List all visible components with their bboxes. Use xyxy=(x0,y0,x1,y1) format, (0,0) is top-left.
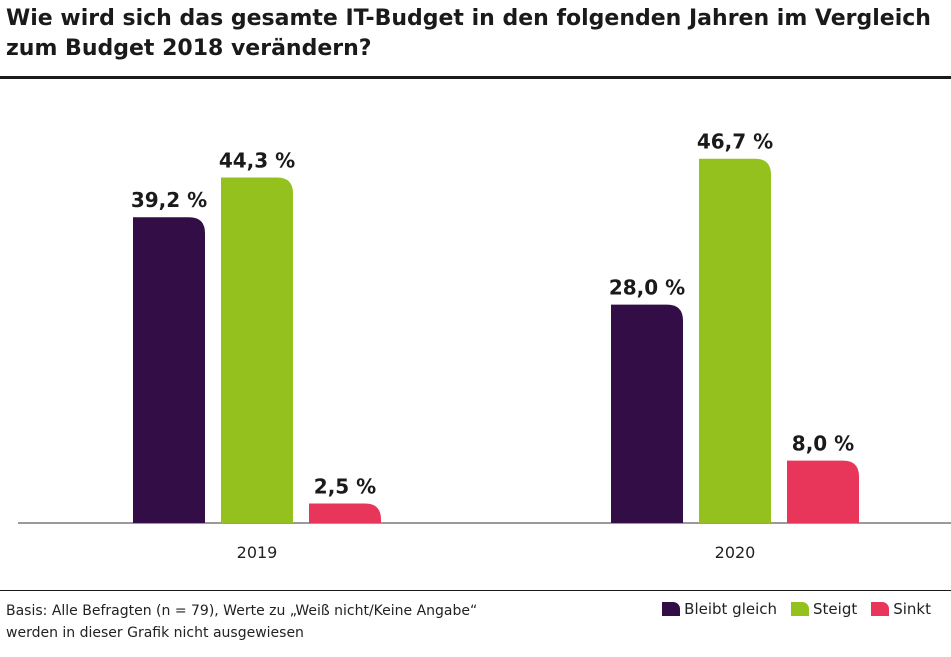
legend-item: Bleibt gleich xyxy=(662,600,777,618)
bar-steigt-2020 xyxy=(699,158,771,523)
bar-sinkt-2020 xyxy=(787,460,859,523)
legend-swatch xyxy=(662,602,681,616)
data-label: 44,3 % xyxy=(219,148,295,172)
title-divider xyxy=(0,76,951,79)
data-label: 39,2 % xyxy=(131,188,207,212)
data-label: 2,5 % xyxy=(314,475,376,499)
data-label: 28,0 % xyxy=(609,276,685,300)
x-tick-label: 2019 xyxy=(237,543,278,562)
legend-swatch xyxy=(791,602,810,616)
chart-title-line-2: zum Budget 2018 verändern? xyxy=(6,36,372,61)
legend-swatch xyxy=(871,602,890,616)
footnote-line-1: Basis: Alle Befragten (n = 79), Werte zu… xyxy=(6,603,478,619)
footnote-line-2: werden in dieser Grafik nicht ausgewiese… xyxy=(6,625,304,641)
legend-label: Sinkt xyxy=(893,600,931,618)
chart-title: Wie wird sich das gesamte IT-Budget in d… xyxy=(6,4,946,64)
chart-title-line-1: Wie wird sich das gesamte IT-Budget in d… xyxy=(6,6,931,31)
data-label: 8,0 % xyxy=(792,432,854,456)
data-label: 46,7 % xyxy=(697,130,773,154)
legend-label: Steigt xyxy=(813,600,858,618)
bar-bleibt-gleich-2020 xyxy=(611,304,683,523)
bar-steigt-2019 xyxy=(221,177,293,523)
bar-bleibt-gleich-2019 xyxy=(133,217,205,524)
bar-chart: 39,2 % 44,3 % 2,5 % 2019 28,0 % 46,7 % 8,0 % 20… xyxy=(18,130,951,562)
legend-label: Bleibt gleich xyxy=(684,600,778,618)
bar-sinkt-2019 xyxy=(309,503,381,523)
x-tick-label: 2020 xyxy=(715,543,756,562)
footer-divider xyxy=(0,590,951,591)
legend: Bleibt gleich Steigt Sinkt xyxy=(662,600,931,618)
legend-item: Sinkt xyxy=(871,600,931,618)
legend-item: Steigt xyxy=(791,600,857,618)
footnote: Basis: Alle Befragten (n = 79), Werte zu… xyxy=(6,600,566,644)
